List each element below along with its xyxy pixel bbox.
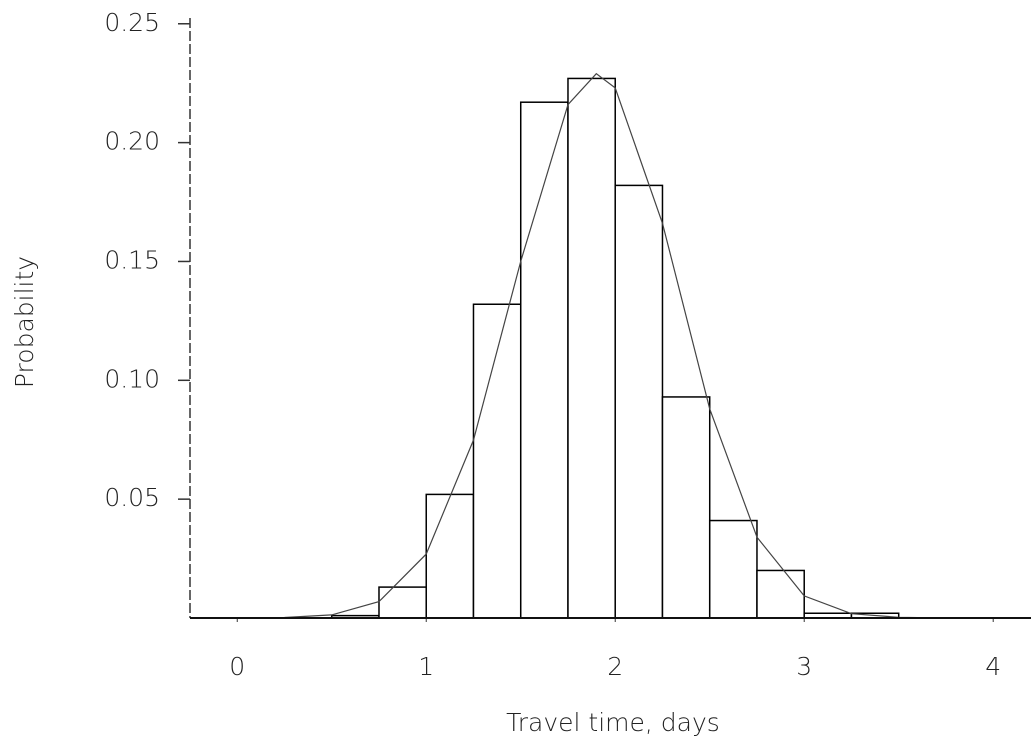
y-tick-label: 0.15 — [104, 245, 160, 274]
histogram-bar — [519, 101, 569, 619]
histogram-bar — [425, 493, 475, 619]
histogram-bar — [378, 586, 427, 619]
fitted-curve — [237, 72, 994, 619]
y-axis-label: Probability — [10, 256, 39, 388]
histogram-bar — [614, 184, 664, 619]
histogram-bar — [567, 77, 616, 619]
x-tick-label: 2 — [607, 652, 623, 681]
histogram-bar — [661, 396, 711, 619]
x-tick-label: 1 — [418, 652, 434, 681]
y-tick-label: 0.25 — [104, 8, 160, 37]
x-tick-label: 3 — [796, 652, 812, 681]
histogram-bar — [756, 569, 805, 619]
x-tick-label: 4 — [985, 652, 1001, 681]
histogram-bar — [708, 519, 758, 619]
y-tick-label: 0.10 — [104, 364, 160, 393]
x-axis-label: Travel time, days — [506, 708, 720, 737]
histogram-bar — [472, 303, 522, 619]
y-tick-label: 0.20 — [104, 127, 160, 156]
x-tick-label: 0 — [229, 652, 245, 681]
y-tick-label: 0.05 — [104, 483, 160, 512]
